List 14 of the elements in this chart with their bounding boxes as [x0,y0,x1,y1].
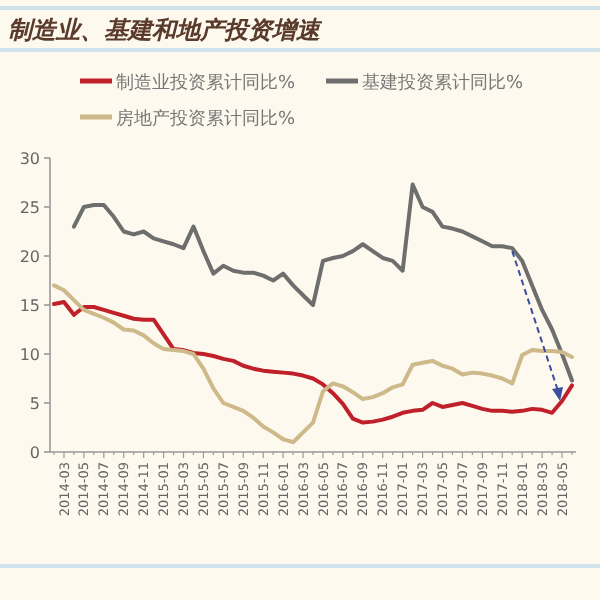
y-tick-label: 30 [19,150,40,168]
y-tick-label: 20 [19,248,40,266]
line-series [71,182,574,383]
y-tick-label: 15 [19,297,40,315]
line-series [52,300,574,425]
legend-label: 制造业投资累计同比% [116,72,296,94]
y-tick-label: 25 [19,199,40,217]
y-tick-label: 10 [19,346,40,364]
y-tick-label: 5 [29,395,40,413]
chart-title: 制造业、基建和地产投资增速 [8,16,324,44]
legend-label: 房地产投资累计同比% [116,108,296,130]
legend-label: 基建投资累计同比% [362,72,524,94]
line-series [52,283,574,445]
y-tick-label: 0 [29,444,40,462]
